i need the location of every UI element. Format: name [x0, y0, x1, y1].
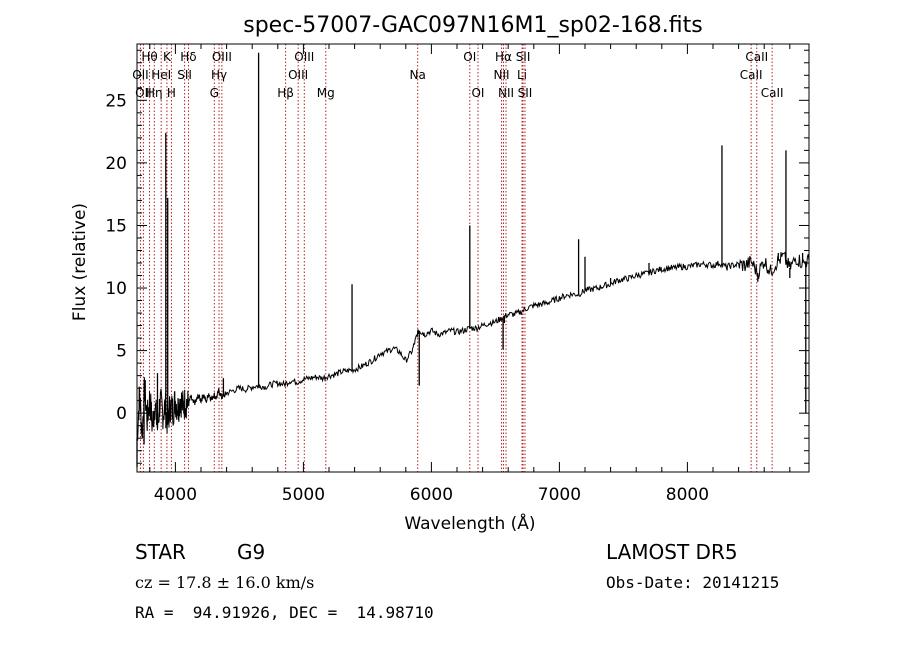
- line-label-15: Mg: [317, 86, 335, 100]
- line-label-8: Hδ: [180, 50, 196, 64]
- line-label-25: CaII: [740, 68, 763, 82]
- line-label-1: OII: [135, 86, 152, 100]
- plot-frame: [136, 43, 810, 473]
- line-label-4: HeI: [151, 68, 171, 82]
- object-subclass: G9: [237, 540, 266, 564]
- line-label-9: G: [210, 86, 219, 100]
- line-label-13: OIII: [288, 68, 308, 82]
- line-label-26: CaII: [745, 50, 768, 64]
- line-label-6: H: [167, 86, 176, 100]
- line-label-7: SII: [177, 68, 192, 82]
- line-label-19: NII: [494, 68, 510, 82]
- redshift-readout: cz = 17.8 ± 16.0 km/s: [135, 573, 315, 592]
- line-label-22: Li: [517, 68, 527, 82]
- line-label-10: Hγ: [211, 68, 227, 82]
- y-axis-ticks: 0 5 10 15 20 25: [105, 49, 809, 464]
- line-label-3: Hη: [146, 86, 163, 100]
- spectral-line-labels: OIIOIIHθHηHeIKHSIIHδGHγOIIIHβOIIIOIIIMgN…: [132, 50, 783, 100]
- y-tick-label-4: 20: [105, 154, 127, 174]
- object-class: STAR: [135, 540, 186, 564]
- x-axis-label: Wavelength (Å): [404, 512, 535, 534]
- line-label-27: CaII: [761, 86, 784, 100]
- y-tick-label-0: 0: [116, 404, 127, 424]
- ra-dec-readout: RA = 94.91926, DEC = 14.98710: [135, 603, 434, 622]
- spectral-line-markers: [139, 44, 773, 472]
- x-tick-label-3: 7000: [538, 485, 581, 505]
- line-label-17: OI: [463, 50, 476, 64]
- y-tick-label-5: 25: [105, 91, 127, 111]
- line-label-24: SII: [518, 86, 533, 100]
- line-label-21: NII: [498, 86, 514, 100]
- spectrum-line: [136, 251, 810, 441]
- x-tick-label-1: 5000: [282, 485, 325, 505]
- line-label-16: Na: [410, 68, 426, 82]
- y-tick-label-1: 5: [116, 342, 127, 362]
- x-tick-label-0: 4000: [154, 485, 197, 505]
- line-label-2: Hθ: [141, 50, 157, 64]
- y-tick-label-3: 15: [105, 216, 127, 236]
- line-label-11: OIII: [212, 50, 232, 64]
- x-tick-label-2: 6000: [410, 485, 453, 505]
- line-label-5: K: [163, 50, 172, 64]
- chart-title: spec-57007-GAC097N16M1_sp02-168.fits: [243, 13, 703, 38]
- x-tick-label-4: 8000: [666, 485, 709, 505]
- observation-date: Obs-Date: 20141215: [606, 573, 780, 592]
- y-tick-label-2: 10: [105, 279, 127, 299]
- line-label-18: OI: [471, 86, 484, 100]
- line-label-23: SII: [516, 50, 531, 64]
- line-label-20: Hα: [495, 50, 512, 64]
- line-label-14: OIII: [294, 50, 314, 64]
- x-axis-ticks: 4000 5000 6000 7000 8000: [149, 44, 791, 505]
- spectrum-spikes: [136, 52, 807, 467]
- survey-name: LAMOST DR5: [606, 540, 738, 564]
- y-axis-label: Flux (relative): [70, 203, 90, 321]
- line-label-12: Hβ: [277, 86, 294, 100]
